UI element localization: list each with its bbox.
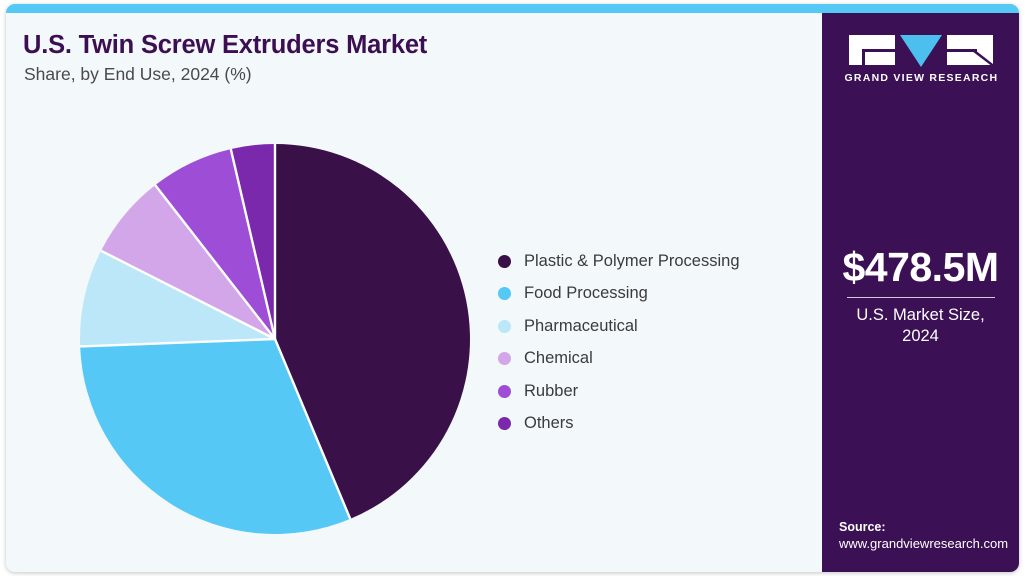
pie-slice bbox=[275, 144, 470, 519]
stat-divider bbox=[846, 297, 995, 299]
legend-item[interactable]: Others bbox=[498, 408, 740, 441]
top-accent-bar bbox=[6, 4, 1019, 13]
logo-marks bbox=[845, 35, 997, 67]
brand-name: GRAND VIEW RESEARCH bbox=[844, 72, 999, 84]
legend-item[interactable]: Pharmaceutical bbox=[498, 310, 740, 343]
pie-slice-separator bbox=[273, 338, 352, 520]
market-size-caption: U.S. Market Size, 2024 bbox=[856, 306, 985, 346]
page-subtitle: Share, by End Use, 2024 (%) bbox=[24, 64, 252, 84]
pie-chart-svg bbox=[80, 144, 470, 534]
pie-slice-separator bbox=[80, 337, 276, 348]
legend-item[interactable]: Chemical bbox=[498, 343, 740, 376]
pie-slice bbox=[101, 185, 275, 339]
source-footer: Source: www.grandviewresearch.com bbox=[839, 519, 1008, 553]
legend-item-label: Others bbox=[524, 414, 574, 433]
market-size-value: $478.5M bbox=[842, 244, 999, 290]
legend-item-label: Chemical bbox=[524, 349, 593, 368]
pie-slice-separator bbox=[154, 184, 276, 340]
source-url[interactable]: www.grandviewresearch.com bbox=[839, 536, 1009, 552]
chart-legend: Plastic & Polymer Processing Food Process… bbox=[498, 245, 740, 440]
pie-slice-separator bbox=[229, 148, 277, 340]
source-label: Source: bbox=[839, 519, 886, 534]
pie-slice bbox=[155, 149, 275, 339]
legend-swatch-icon bbox=[498, 384, 511, 398]
legend-item-label: Pharmaceutical bbox=[524, 316, 638, 335]
pie-slice bbox=[80, 339, 351, 534]
legend-swatch-icon bbox=[498, 417, 511, 431]
chart-pane: U.S. Twin Screw Extruders Market Share, … bbox=[6, 13, 822, 572]
legend-swatch-icon bbox=[498, 319, 511, 333]
legend-swatch-icon bbox=[498, 352, 511, 366]
logo-letter-r-icon bbox=[946, 35, 993, 65]
legend-item-label: Rubber bbox=[524, 381, 579, 400]
logo-letter-v-icon bbox=[899, 35, 942, 67]
infographic-card: U.S. Twin Screw Extruders Market Share, … bbox=[6, 4, 1019, 572]
page-title: U.S. Twin Screw Extruders Market bbox=[23, 31, 428, 59]
legend-item-label: Plastic & Polymer Processing bbox=[524, 251, 740, 270]
legend-item[interactable]: Plastic & Polymer Processing bbox=[498, 245, 740, 278]
logo-letter-g-icon bbox=[848, 35, 895, 65]
pie-slice-separator bbox=[100, 249, 276, 341]
pie-slice bbox=[80, 250, 275, 347]
legend-item-label: Food Processing bbox=[524, 284, 648, 303]
pie-chart bbox=[72, 126, 478, 552]
market-size-stat: $478.5M U.S. Market Size, 2024 bbox=[822, 244, 1019, 347]
legend-swatch-icon bbox=[498, 287, 511, 301]
grand-view-research-logo: GRAND VIEW RESEARCH bbox=[845, 35, 997, 84]
legend-swatch-icon bbox=[498, 254, 511, 268]
legend-item[interactable]: Food Processing bbox=[498, 278, 740, 311]
brand-panel: GRAND VIEW RESEARCH $478.5M U.S. Market … bbox=[822, 13, 1019, 572]
legend-item[interactable]: Rubber bbox=[498, 375, 740, 408]
